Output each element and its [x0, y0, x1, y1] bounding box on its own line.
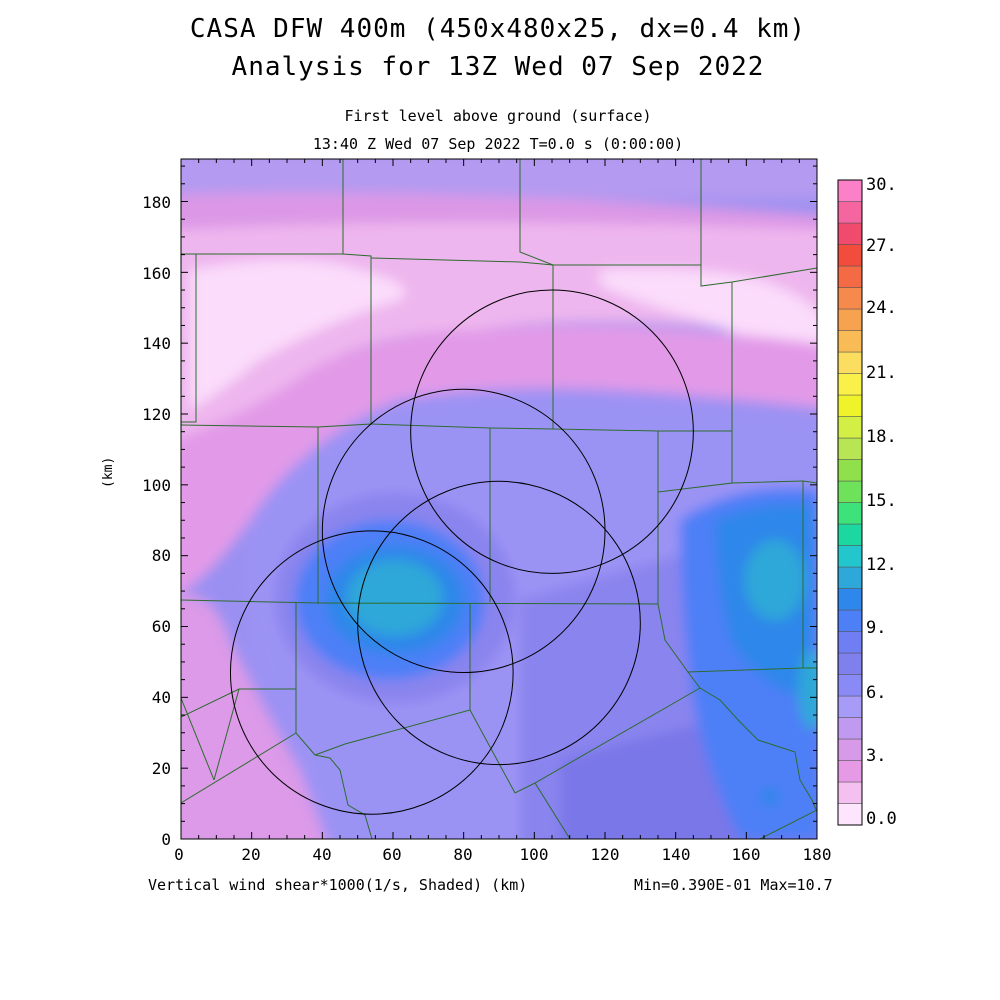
radar-range-ring	[321, 388, 606, 674]
colorbar-frame	[837, 179, 863, 826]
x-tick-label: 180	[803, 845, 832, 864]
colorbar-segment	[837, 566, 863, 589]
y-tick-label: 20	[152, 759, 171, 778]
colorbar-segment	[837, 459, 863, 482]
level-label: First level above ground (surface)	[344, 107, 652, 125]
x-tick-label: 120	[591, 845, 620, 864]
time-label: 13:40 Z Wed 07 Sep 2022 T=0.0 s (0:00:00…	[312, 135, 684, 153]
colorbar	[837, 179, 863, 826]
radar-range-rings	[229, 289, 694, 815]
colorbar-label: 6.	[866, 683, 886, 703]
y-tick-label: 180	[142, 193, 171, 212]
x-tick-label: 60	[382, 845, 401, 864]
colorbar-segment	[837, 781, 863, 804]
colorbar-label: 18.	[866, 427, 897, 447]
colorbar-segment	[837, 416, 863, 439]
colorbar-segment	[837, 351, 863, 374]
county-boundaries	[181, 159, 817, 839]
x-tick-label: 0	[174, 845, 184, 864]
chart-subtitle: Analysis for 13Z Wed 07 Sep 2022	[231, 52, 765, 82]
colorbar-label: 0.0	[866, 809, 897, 829]
x-tick-label: 80	[453, 845, 472, 864]
colorbar-segment	[837, 244, 863, 267]
radar-range-ring	[357, 480, 641, 766]
x-tick-label: 40	[312, 845, 331, 864]
colorbar-segment	[837, 502, 863, 525]
radar-range-ring	[229, 530, 514, 815]
x-tick-label: 160	[732, 845, 761, 864]
colorbar-label: 30.	[866, 175, 897, 195]
colorbar-label: 9.	[866, 618, 886, 638]
colorbar-segment	[837, 480, 863, 503]
colorbar-segment	[837, 394, 863, 417]
colorbar-label: 27.	[866, 236, 897, 256]
colorbar-segment	[837, 695, 863, 718]
shear-field	[181, 159, 817, 839]
colorbar-segment	[837, 265, 863, 288]
axis-ticks	[180, 159, 818, 840]
colorbar-segment	[837, 588, 863, 611]
x-axis: 0 20 40 60 80 100 120 140 160 180	[174, 845, 831, 864]
colorbar-segment	[837, 179, 863, 202]
x-tick-label: 100	[520, 845, 549, 864]
colorbar-segment	[837, 222, 863, 245]
minmax-label: Min=0.390E-01 Max=10.7	[634, 876, 833, 894]
colorbar-segment	[837, 545, 863, 568]
colorbar-segment	[837, 760, 863, 783]
x-tick-label: 140	[662, 845, 691, 864]
colorbar-segment	[837, 523, 863, 546]
colorbar-label: 24.	[866, 298, 897, 318]
colorbar-segment	[837, 330, 863, 353]
colorbar-label: 12.	[866, 555, 897, 575]
x-tick-label: 20	[241, 845, 260, 864]
colorbar-segment	[837, 652, 863, 675]
colorbar-segment	[837, 201, 863, 224]
colorbar-segment	[837, 437, 863, 460]
colorbar-segment	[837, 609, 863, 632]
colorbar-segment	[837, 674, 863, 697]
colorbar-segment	[837, 287, 863, 310]
colorbar-labels: 30. 27. 24. 21. 18. 15. 12. 9. 6. 3. 0.0	[866, 175, 897, 829]
colorbar-label: 3.	[866, 746, 886, 766]
y-tick-label: 120	[142, 405, 171, 424]
y-tick-label: 140	[142, 334, 171, 353]
y-tick-label: 100	[142, 476, 171, 495]
y-tick-label: 160	[142, 264, 171, 283]
field-label: Vertical wind shear*1000(1/s, Shaded) (k…	[148, 876, 528, 894]
y-tick-label: 60	[152, 617, 171, 636]
colorbar-segment	[837, 738, 863, 761]
colorbar-label: 21.	[866, 363, 897, 383]
y-tick-label: 40	[152, 688, 171, 707]
y-axis: 0 20 40 60 80 100 120 140 160 180	[142, 193, 171, 849]
colorbar-segment	[837, 803, 863, 826]
radar-range-ring	[410, 289, 694, 574]
colorbar-segment	[837, 631, 863, 654]
colorbar-segment	[837, 373, 863, 396]
colorbar-segment	[837, 717, 863, 740]
colorbar-segment	[837, 308, 863, 331]
colorbar-label: 15.	[866, 491, 897, 511]
y-tick-label: 0	[161, 830, 171, 849]
chart-title: CASA DFW 400m (450x480x25, dx=0.4 km)	[189, 14, 807, 44]
y-axis-label: (km)	[101, 456, 116, 488]
y-tick-label: 80	[152, 546, 171, 565]
